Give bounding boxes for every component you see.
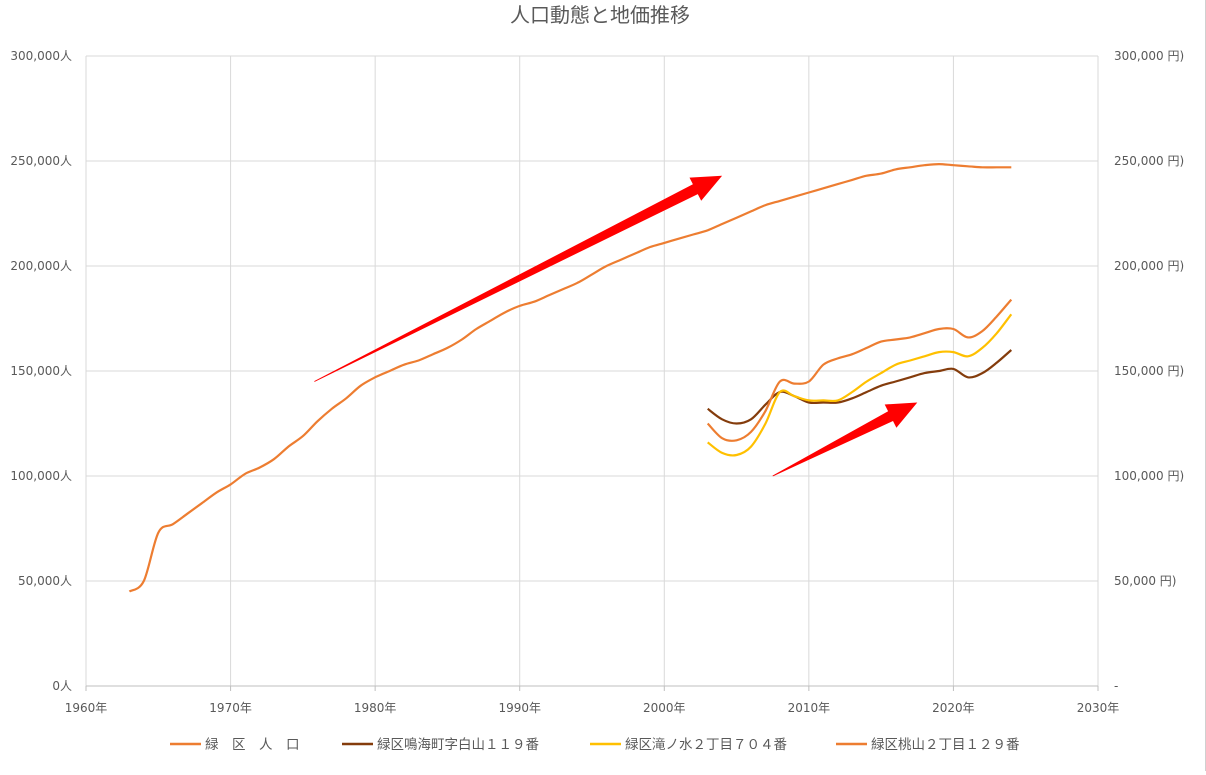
y-tick-label-left: 50,000人 — [18, 574, 72, 588]
y-tick-label-right: 250,000 円) — [1114, 154, 1184, 168]
y-tick-label-right: 50,000 円) — [1114, 574, 1177, 588]
x-tick-label: 1980年 — [354, 701, 397, 715]
y-tick-label-left: 250,000人 — [10, 154, 72, 168]
y-tick-label-left: 150,000人 — [10, 364, 72, 378]
y-tick-label-left: 300,000人 — [10, 49, 72, 63]
legend-label-3: 緑区滝ノ水２丁目７０４番 — [625, 737, 787, 753]
series-layer — [128, 163, 1013, 593]
x-tick-label: 2020年 — [932, 701, 975, 715]
axis-layer: 0人 - 50,000人 50,000 円) 100,000人 100,000 円) 150… — [10, 49, 1184, 715]
y-tick-label-right: - — [1114, 679, 1118, 693]
y-tick-label-left: 200,000人 — [10, 259, 72, 273]
chart-title: 人口動態と地価推移 — [510, 3, 690, 27]
series-line-2 — [707, 349, 1013, 425]
legend-label-2: 緑区鳴海町字白山１１９番 — [377, 737, 539, 753]
x-tick-label: 2010年 — [788, 701, 831, 715]
y-tick-label-right: 200,000 円) — [1114, 259, 1184, 273]
legend-label-1: 緑 区 人 口 — [205, 737, 300, 753]
annotation-layer — [314, 175, 918, 477]
y-tick-label-right: 150,000 円) — [1114, 364, 1184, 378]
y-tick-label-right: 100,000 円) — [1114, 469, 1184, 483]
trend-arrow-1 — [314, 175, 723, 382]
x-tick-label: 2030年 — [1077, 701, 1120, 715]
series-line-3 — [707, 313, 1013, 457]
x-tick-label: 2000年 — [643, 701, 686, 715]
y-tick-label-left: 100,000人 — [10, 469, 72, 483]
legend: 緑 区 人 口 緑区鳴海町字白山１１９番 緑区滝ノ水２丁目７０４番 緑区桃山２丁目１２… — [170, 737, 1020, 753]
y-tick-label-right: 300,000 円) — [1114, 49, 1184, 63]
grid-layer — [85, 55, 1099, 687]
series-line-4 — [706, 298, 1013, 442]
series-line-1 — [128, 163, 1012, 593]
y-tick-label-left: 0人 — [52, 679, 72, 693]
x-tick-label: 1970年 — [209, 701, 252, 715]
x-tick-label: 1990年 — [498, 701, 541, 715]
x-tick-label: 1960年 — [65, 701, 108, 715]
trend-arrow-2 — [772, 402, 918, 477]
legend-label-4: 緑区桃山２丁目１２９番 — [871, 737, 1020, 753]
